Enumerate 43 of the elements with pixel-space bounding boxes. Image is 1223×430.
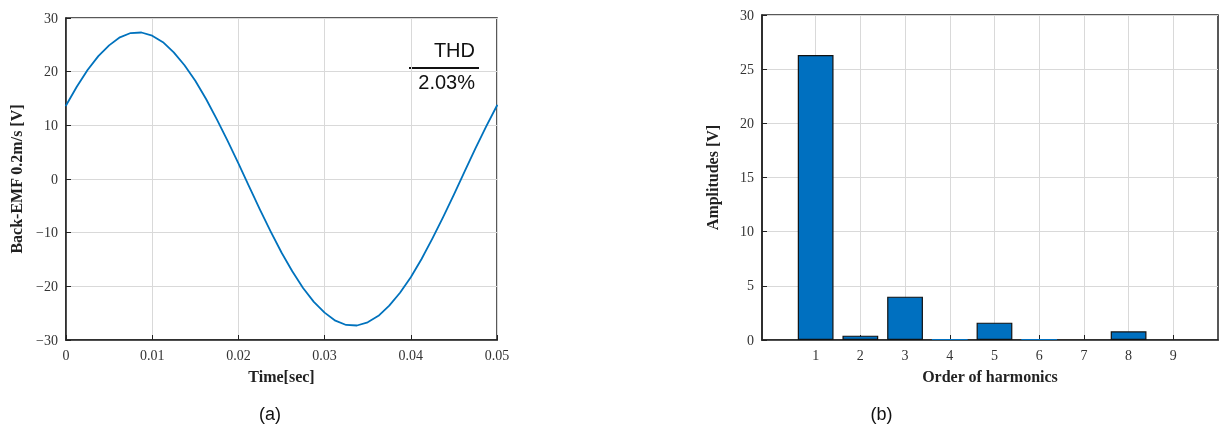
x-tick-label: 9 — [1169, 347, 1177, 363]
y-tick-label: −20 — [36, 278, 58, 294]
x-tick-label: 2 — [856, 347, 864, 363]
bar — [842, 335, 879, 340]
x-tick-label: 1 — [812, 347, 820, 363]
y-axis-title: Amplitudes [V] — [703, 124, 722, 231]
x-tick-label: 4 — [946, 347, 954, 363]
bar — [887, 296, 923, 340]
x-tick-label: 6 — [1035, 347, 1043, 363]
y-tick-label: −30 — [36, 332, 58, 348]
x-tick-label: 7 — [1080, 347, 1088, 363]
y-tick-label: 30 — [740, 7, 754, 23]
text: (a) — [259, 404, 281, 424]
x-tick-label: 5 — [990, 347, 998, 363]
x-axis-title: Order of harmonics — [922, 367, 1058, 385]
x-tick-label: 0.03 — [312, 347, 337, 363]
y-axis-title: Back-EMF 0.2m/s [V] — [7, 104, 25, 254]
bar — [797, 55, 834, 340]
x-tick-label: 0.01 — [139, 347, 165, 363]
y-tick-label: 5 — [747, 278, 754, 294]
x-axis-title: Time[sec] — [248, 367, 315, 385]
y-tick-label: −10 — [36, 225, 58, 241]
x-tick-label: 0.04 — [398, 347, 424, 363]
line-series — [65, 31, 498, 327]
y-tick-label: 10 — [740, 224, 754, 240]
x-tick-label: 0 — [62, 347, 70, 363]
x-tick-label: 0.05 — [484, 347, 510, 363]
y-tick-label: 25 — [740, 61, 754, 77]
y-tick-label: 10 — [44, 117, 58, 133]
bar — [1110, 331, 1147, 340]
annotation: THD — [433, 39, 476, 61]
x-tick-label: 0.02 — [226, 347, 251, 363]
annotation: 2.03% — [418, 71, 476, 93]
text: (b) — [870, 404, 893, 424]
x-tick-label: 3 — [901, 347, 909, 363]
x-tick-label: 8 — [1125, 347, 1133, 363]
y-tick-label: 15 — [740, 170, 754, 185]
y-tick-label: 0 — [747, 332, 754, 348]
y-tick-label: 20 — [740, 115, 754, 131]
y-tick-label: 30 — [44, 10, 58, 26]
bar — [976, 322, 1013, 340]
y-tick-label: 20 — [44, 64, 58, 80]
y-tick-label: 0 — [51, 171, 58, 187]
